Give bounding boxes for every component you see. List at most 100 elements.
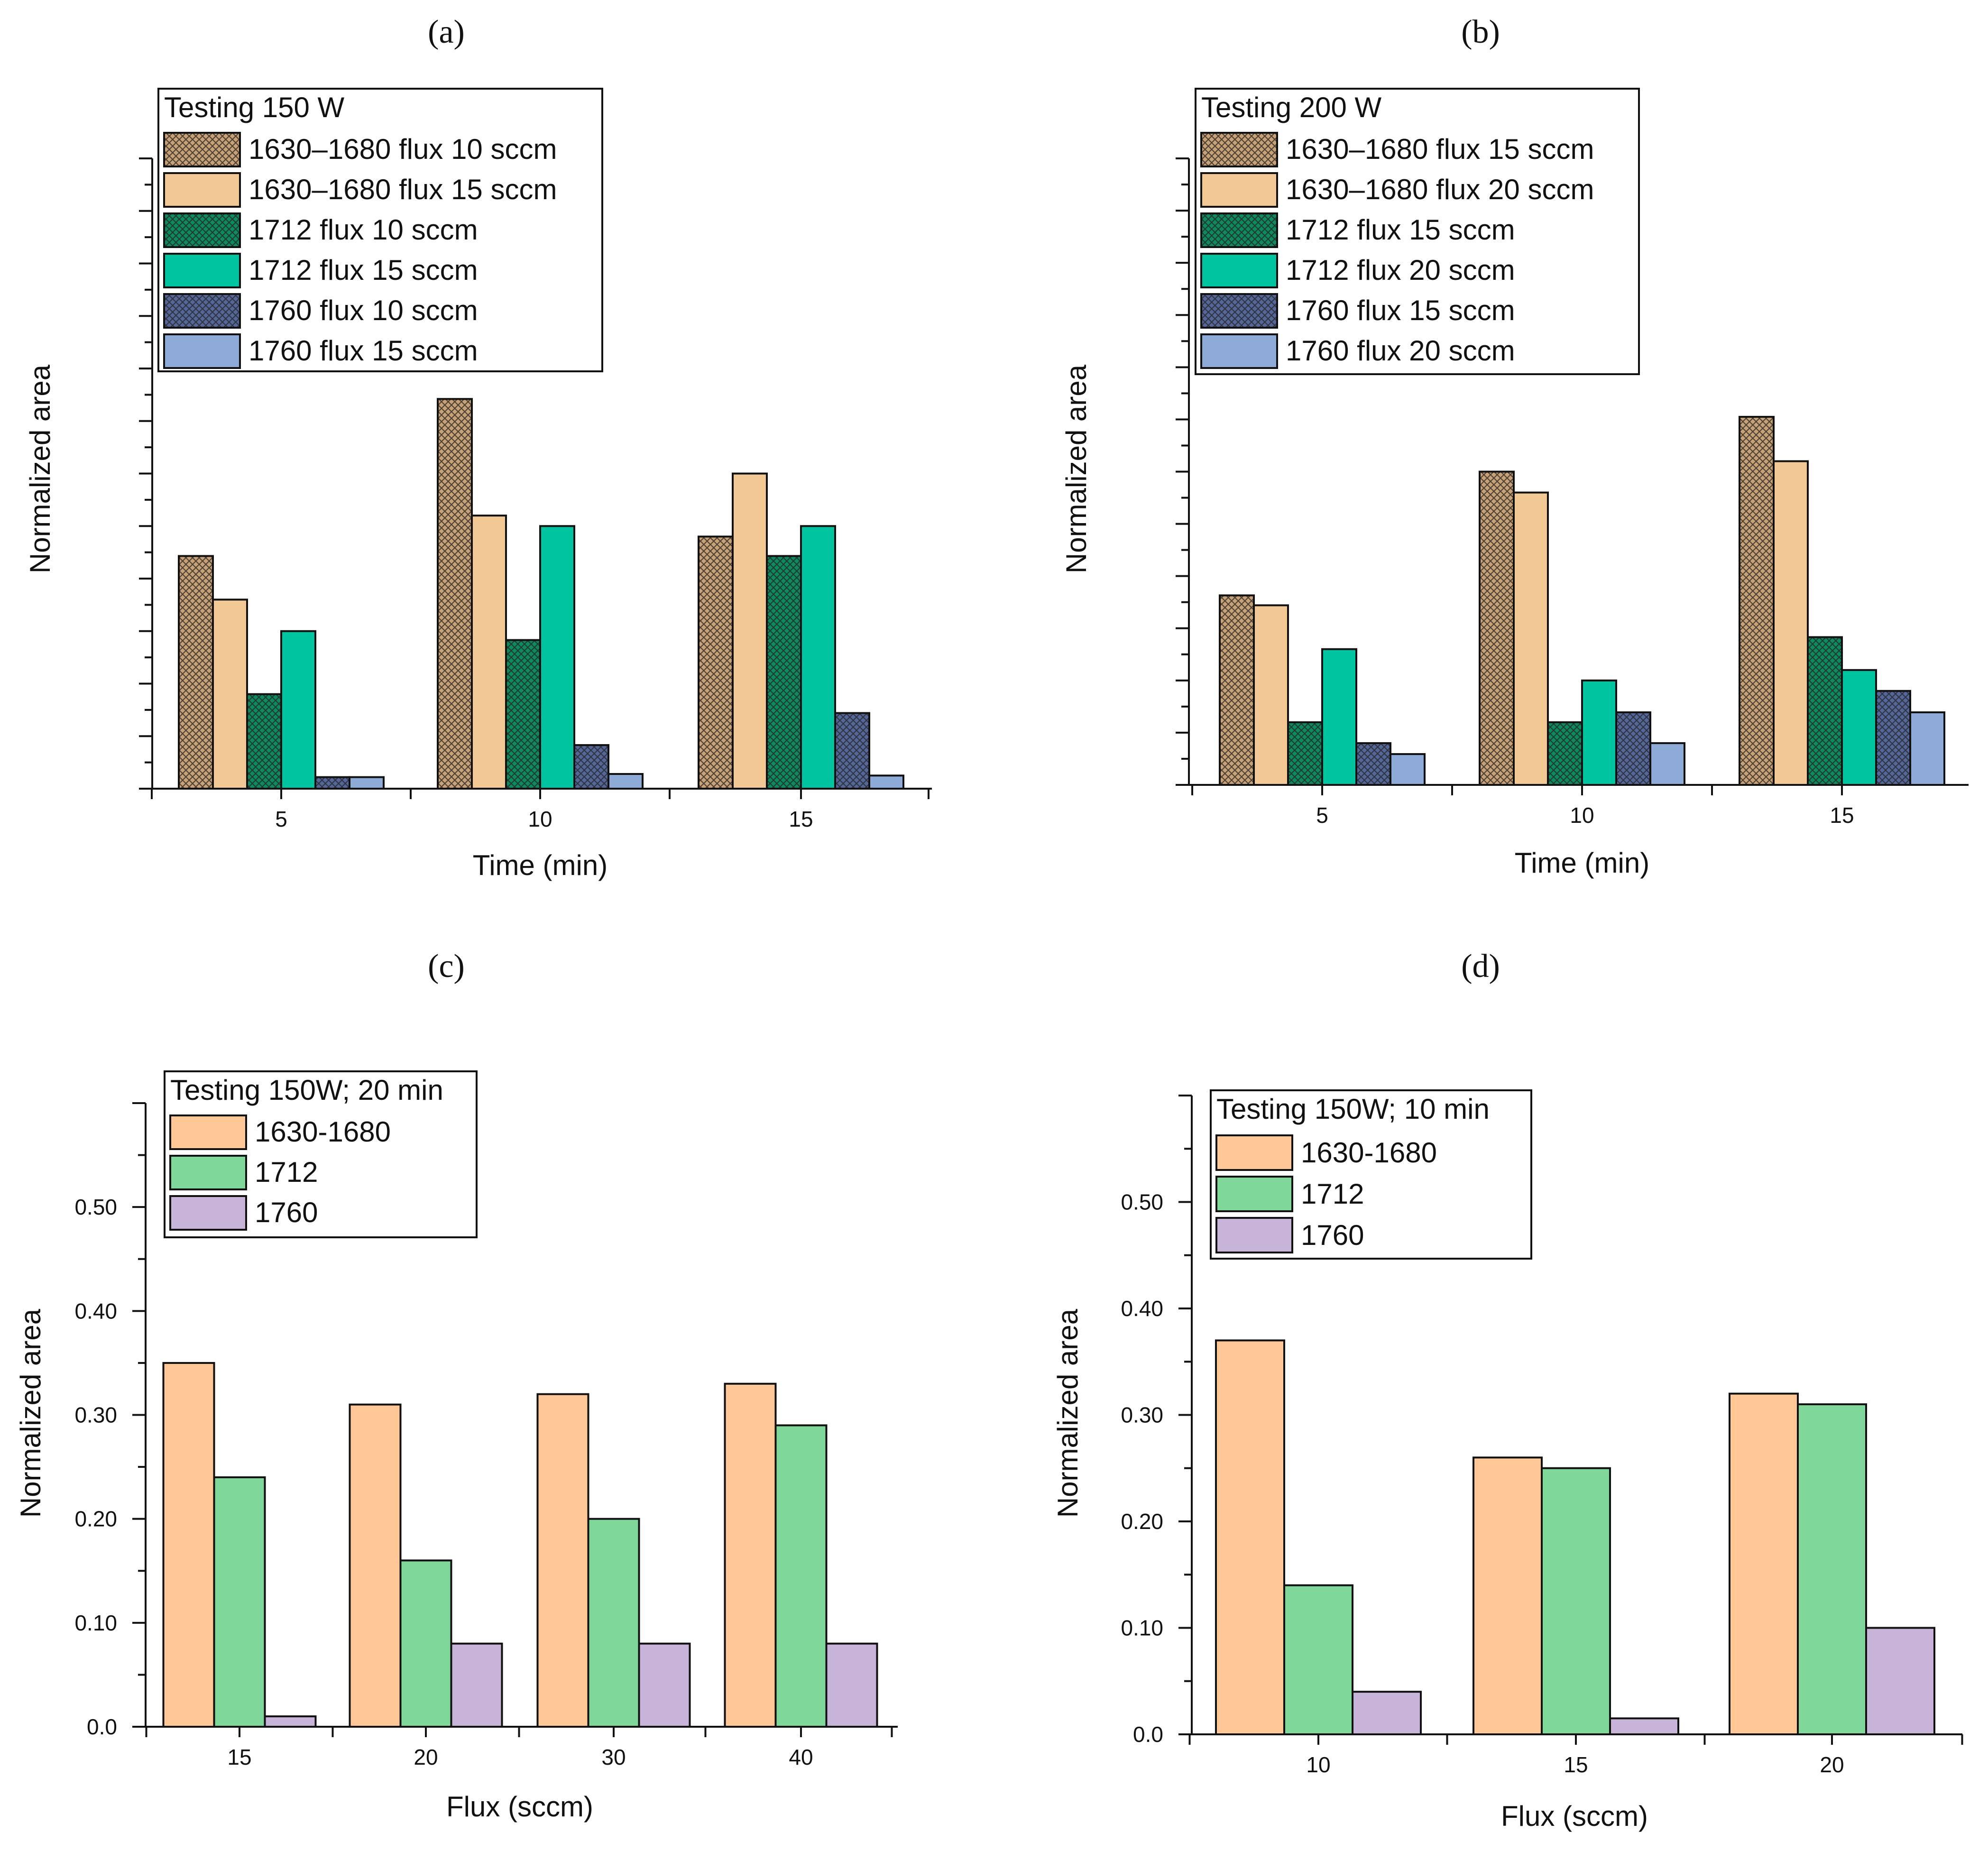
y-tick-label: 0.10 [1121, 1616, 1163, 1640]
y-tick-label: 0.50 [1121, 1190, 1163, 1215]
legend-entry: 1760 [1301, 1219, 1364, 1251]
legend-entry: 1760 flux 10 sccm [248, 295, 478, 326]
bar-1760-20 [1865, 1627, 1935, 1735]
y-tick-label: 0.0 [87, 1714, 117, 1739]
bar-1712-flux-15-sccm-5 [1287, 721, 1323, 786]
bar-1760-15 [264, 1715, 317, 1728]
x-tick-label: 15 [1830, 803, 1854, 828]
bar-1760-flux-15-sccm-15 [868, 774, 904, 790]
legend-title: Testing 150W; 10 min [1216, 1093, 1490, 1125]
y-tick-label: 0.10 [74, 1611, 117, 1635]
legend-entry: 1630-1680 [1301, 1137, 1437, 1169]
y-tick-label: 0.30 [74, 1403, 117, 1427]
bar-1712-flux-10-sccm-15 [766, 555, 802, 790]
bar-1712-15 [1541, 1467, 1611, 1735]
bar-1630-1680-flux-10-sccm-15 [698, 535, 734, 790]
bar-1760-flux-20-sccm-5 [1390, 753, 1426, 786]
legend-swatch [163, 132, 241, 167]
bar-1760-flux-10-sccm-15 [834, 712, 870, 790]
bar-1630-1680-flux-20-sccm-10 [1513, 491, 1549, 786]
legend-swatch [1200, 172, 1278, 208]
y-tick-label: 0.30 [1121, 1403, 1163, 1427]
bar-1760-flux-15-sccm-5 [349, 776, 385, 790]
x-tick-label: 15 [227, 1745, 251, 1769]
bar-1630-1680-flux-15-sccm-15 [732, 472, 768, 790]
legend-entry: 1712 flux 15 sccm [248, 254, 478, 286]
bar-1712-flux-15-sccm-15 [1807, 636, 1843, 786]
bar-1760-flux-15-sccm-15 [1875, 690, 1911, 786]
x-tick-label: 10 [1570, 803, 1594, 828]
bar-1712-20 [1797, 1403, 1867, 1736]
bar-1760-10 [1352, 1691, 1422, 1735]
bar-1760-20 [450, 1642, 503, 1728]
legend: Testing 200 W 1630–1680 flux 15 sccm 1630–… [1195, 88, 1640, 375]
bar-1630-1680-flux-10-sccm-10 [437, 398, 473, 790]
legend-entry: 1760 flux 15 sccm [248, 335, 478, 367]
legend-swatch [169, 1195, 247, 1231]
bar-1630-1680-15 [1473, 1456, 1543, 1736]
y-tick-label: 0.20 [1121, 1509, 1163, 1534]
bar-1712-flux-15-sccm-15 [800, 525, 836, 790]
bar-1630-1680-flux-15-sccm-5 [212, 599, 248, 790]
legend-swatch [163, 253, 241, 288]
bar-1760-flux-10-sccm-5 [314, 776, 350, 790]
x-axis-label: Time (min) [473, 849, 607, 881]
bar-1630-1680-flux-15-sccm-10 [1479, 470, 1515, 786]
legend-entry: 1630–1680 flux 10 sccm [248, 133, 557, 165]
legend-swatch [1215, 1134, 1293, 1171]
x-axis-label: Time (min) [1515, 847, 1649, 879]
legend-title: Testing 150 W [164, 92, 345, 123]
bar-1712-flux-20-sccm-10 [1581, 679, 1617, 786]
legend-swatch [1200, 253, 1278, 288]
bar-1712-flux-10-sccm-10 [505, 639, 541, 790]
bar-1630-1680-20 [349, 1403, 402, 1728]
y-tick-label: 0.20 [74, 1507, 117, 1531]
bar-1630-1680-flux-15-sccm-15 [1739, 415, 1775, 786]
bar-1760-flux-20-sccm-10 [1649, 742, 1685, 786]
y-axis-label: Normalized area [15, 1308, 46, 1518]
bar-1712-15 [213, 1476, 266, 1728]
legend-entry: 1712 flux 20 sccm [1286, 254, 1515, 286]
x-tick-label: 10 [1306, 1752, 1330, 1777]
bar-1760-15 [1609, 1717, 1679, 1735]
bar-1712-flux-15-sccm-5 [280, 630, 316, 790]
legend-swatch [1200, 212, 1278, 248]
bar-1760-flux-15-sccm-10 [607, 773, 644, 790]
bar-1712-flux-20-sccm-5 [1321, 648, 1357, 786]
y-axis-label: Normalized area [1052, 1308, 1084, 1518]
legend-swatch [163, 333, 241, 369]
x-tick-label: 30 [601, 1745, 626, 1769]
bar-1712-30 [587, 1518, 640, 1728]
y-tick-label: 0.40 [74, 1298, 117, 1323]
legend-swatch [163, 293, 241, 329]
y-tick-label: 0.40 [1121, 1296, 1163, 1321]
panel-label: (b) [1461, 14, 1500, 50]
legend-entry: 1712 [255, 1156, 318, 1188]
bar-1630-1680-flux-10-sccm-5 [178, 555, 214, 790]
legend: Testing 150W; 10 min 1630-1680 1712 1760 [1210, 1089, 1532, 1260]
legend-swatch [163, 172, 241, 208]
x-tick-label: 5 [1316, 803, 1328, 828]
bar-1630-1680-flux-15-sccm-10 [471, 515, 507, 790]
y-axis-label: Normalized area [24, 364, 56, 573]
panel-label: (c) [428, 948, 465, 985]
bar-1630-1680-flux-15-sccm-5 [1219, 594, 1255, 786]
bar-1760-40 [825, 1642, 878, 1728]
bar-1760-flux-15-sccm-5 [1355, 742, 1391, 786]
x-tick-label: 15 [1564, 1752, 1588, 1777]
legend-entry: 1760 flux 20 sccm [1286, 335, 1515, 367]
bar-1712-flux-15-sccm-10 [1547, 721, 1583, 786]
legend-entry: 1630–1680 flux 20 sccm [1286, 174, 1594, 205]
legend-title: Testing 200 W [1201, 92, 1382, 123]
x-axis-label: Flux (sccm) [446, 1791, 593, 1823]
y-axis-label: Normalized area [1060, 364, 1092, 573]
bar-1760-30 [638, 1642, 691, 1728]
bar-1630-1680-flux-20-sccm-15 [1773, 460, 1809, 786]
bar-1630-1680-15 [162, 1362, 215, 1728]
legend-swatch [1215, 1176, 1293, 1212]
legend: Testing 150W; 20 min 1630-1680 1712 1760 [164, 1070, 478, 1238]
legend-entry: 1630-1680 [255, 1116, 391, 1148]
bar-1712-40 [774, 1424, 828, 1728]
x-axis-label: Flux (sccm) [1501, 1800, 1648, 1832]
bar-1760-flux-15-sccm-10 [1615, 711, 1651, 786]
